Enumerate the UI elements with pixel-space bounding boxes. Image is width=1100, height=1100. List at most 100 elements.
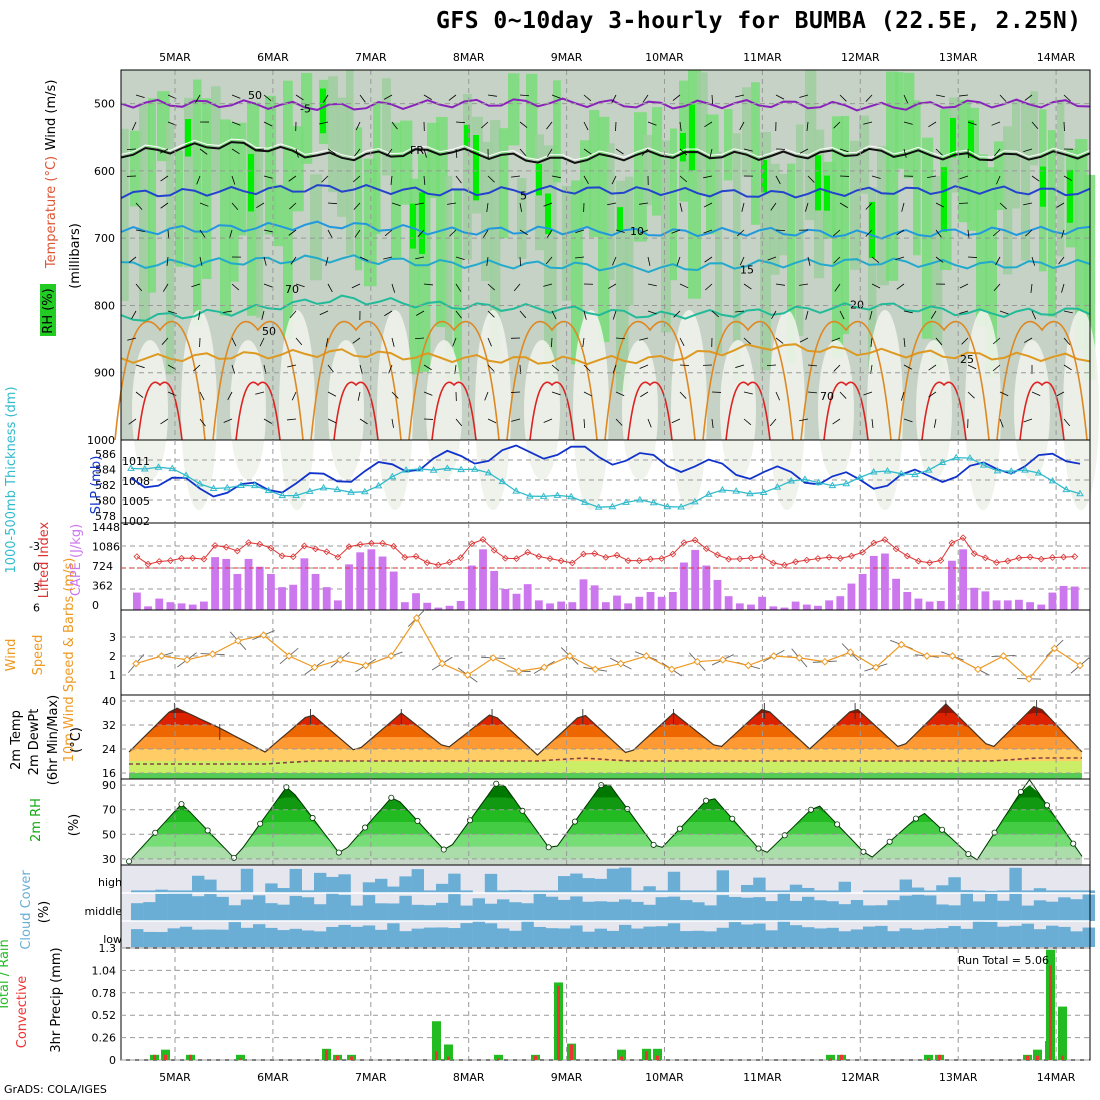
wind-speed-point [208,650,217,658]
cloud-cell [472,921,485,947]
thickness-point [663,502,672,510]
lifted-index-point [769,559,777,567]
wind-barb [967,364,977,370]
wind-barb [455,256,465,261]
lifted-index-point [624,557,632,565]
temp-contour-label: FR [410,144,424,157]
cape-bar [244,558,253,610]
precip-tick-label: 0.78 [92,987,117,1000]
wind-barb [1023,148,1033,152]
cloud-cell [533,893,546,921]
wind-barb [481,121,489,129]
cloud-cell [972,890,986,893]
cloud-cell [667,923,681,947]
precip-convective-bar [570,1044,573,1060]
wind-barb [711,310,719,318]
wind-barb [933,418,937,428]
lifted-index-point [658,555,666,562]
wind-barb [487,175,495,183]
rh-band [1057,99,1065,257]
wind-barb [959,175,969,180]
rh2m-point [414,817,421,824]
precip-total-bar [653,1048,662,1060]
cape-bar [802,604,811,610]
precip-tick-label: 0.52 [92,1009,117,1022]
wind-barb [615,391,625,397]
credit-label: GrADS: COLA/IGES [4,1083,107,1096]
wind-barb [928,391,937,398]
wind-barb [615,229,625,233]
rh-saturated-patch [617,207,623,232]
wind-barb [679,148,688,156]
cloud-cell [265,883,278,893]
wind-barb [199,148,208,155]
cloud-cell [253,924,266,947]
precip-tick-label: 0.26 [92,1032,117,1045]
lifted-index-point [535,553,543,560]
cloud-cell [753,877,766,893]
rh2m-point [335,849,342,856]
wind-barb [639,337,649,341]
pressure-tick-label: 600 [94,165,115,178]
wind-barb [639,202,649,205]
cloud-cell [545,896,559,921]
rh-band [787,163,796,363]
lifted-index-point [412,553,420,560]
lifted-index-point [256,540,264,548]
precip-frame [120,947,1091,1061]
thickness-point [347,488,355,495]
cloud-cell [484,923,498,947]
rh-band [751,82,760,225]
lifted-index-point [948,539,956,547]
ylabel-rh2m-unit: (%) [67,814,82,837]
wind-speed-point [718,655,727,664]
wind-barb [288,229,297,236]
wind-barb [551,391,561,396]
cape-bar [747,604,755,610]
wind-barb [999,310,1009,315]
wind-barb [741,202,745,212]
wind-barb [679,121,682,131]
wind-barb [162,283,169,292]
precip-convective-bar [239,1058,242,1060]
date-label-bottom: 5MAR [159,1071,191,1084]
precip-convective-bar [1026,1055,1029,1060]
cape-bar [345,564,353,610]
cloud-cell [1021,890,1034,893]
wind-barb [487,283,495,291]
lifted-index-point [289,553,297,561]
cape-bar [758,596,767,610]
wind-barb [135,283,143,292]
temp-contour-label: 10 [630,225,644,238]
cloud-cell [838,881,851,893]
cloud-cell [314,872,327,893]
cape-bar [512,593,521,610]
date-label-top: 5MAR [159,51,191,64]
cloud-cell [667,896,681,921]
rh2m-point [886,838,893,845]
rh-band [724,109,733,181]
cape-bar [579,579,588,610]
rh-band [283,80,293,339]
wind-barb [546,148,553,157]
cloud-cell [899,879,912,893]
wind-barb [930,310,937,319]
thickness-line [130,456,1081,508]
cloud-cell [631,890,644,893]
rh-band [256,146,264,318]
cloud-cell [179,890,193,893]
wind-barb [996,175,1001,185]
thickness-point [388,472,397,480]
wind-barb [391,121,398,130]
cloud-cell [326,893,339,921]
cape-bar [501,588,510,610]
wind-barb [991,121,1001,126]
wind-barb [1031,175,1040,182]
thickness-point [993,466,1002,474]
wind-barb [391,418,394,428]
wind-barb [903,148,907,158]
thickness-point [966,454,974,461]
ylabel-thickness: 1000-500mb Thickness (dm) [4,386,19,573]
ylabel-cloud-unit: (%) [37,901,52,924]
wind-barb [423,391,433,396]
